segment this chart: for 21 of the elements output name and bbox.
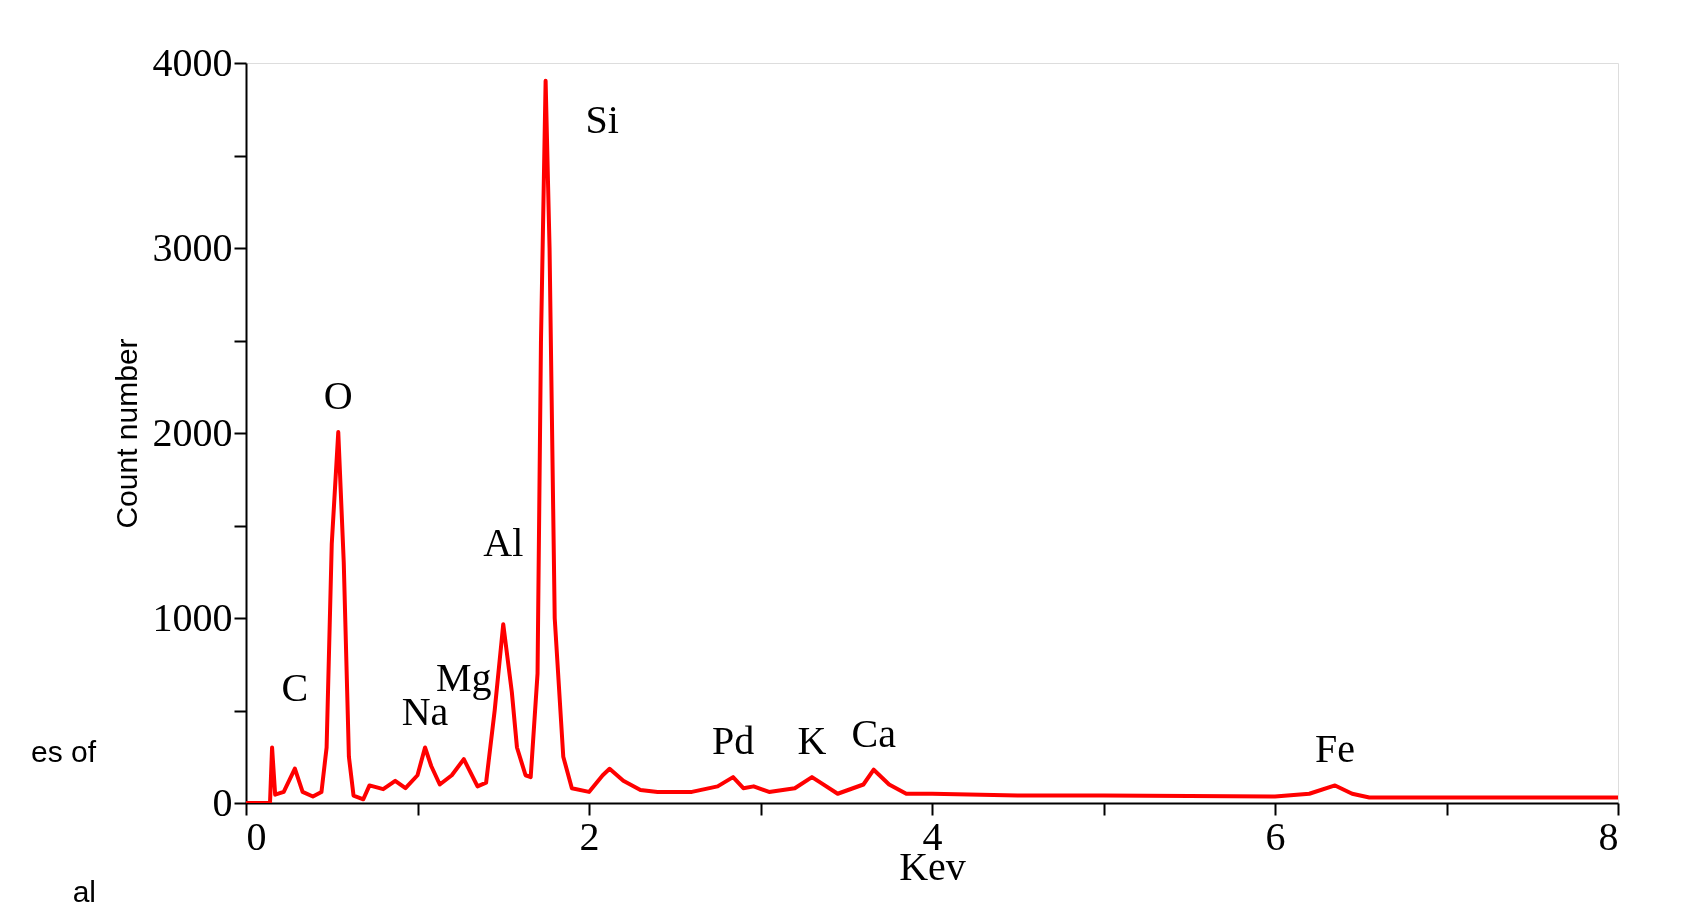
annotation: Mg — [436, 655, 492, 701]
y-axis-title: Count number — [109, 338, 143, 529]
x-tick-label: 8 — [1598, 813, 1619, 859]
text: es of — [30, 735, 97, 768]
annotation: Al — [483, 520, 524, 566]
y-tick-label: 0 — [212, 779, 233, 825]
text: al — [72, 875, 96, 903]
y-tick-label: 1000 — [152, 594, 233, 640]
annotation: Ca — [851, 710, 897, 756]
annotation: Si — [585, 96, 619, 142]
annotation: Pd — [711, 718, 755, 764]
annotation: C — [281, 664, 309, 710]
annotation: Fe — [1315, 726, 1356, 772]
x-tick-label: 6 — [1265, 813, 1286, 859]
x-tick-label: 0 — [246, 813, 267, 859]
annotation: K — [797, 718, 827, 764]
x-tick-label: 2 — [579, 813, 600, 859]
annotation: O — [323, 373, 353, 419]
y-tick-label: 3000 — [152, 224, 233, 270]
y-tick-label: 2000 — [152, 409, 233, 455]
y-tick-label: 4000 — [152, 39, 233, 85]
